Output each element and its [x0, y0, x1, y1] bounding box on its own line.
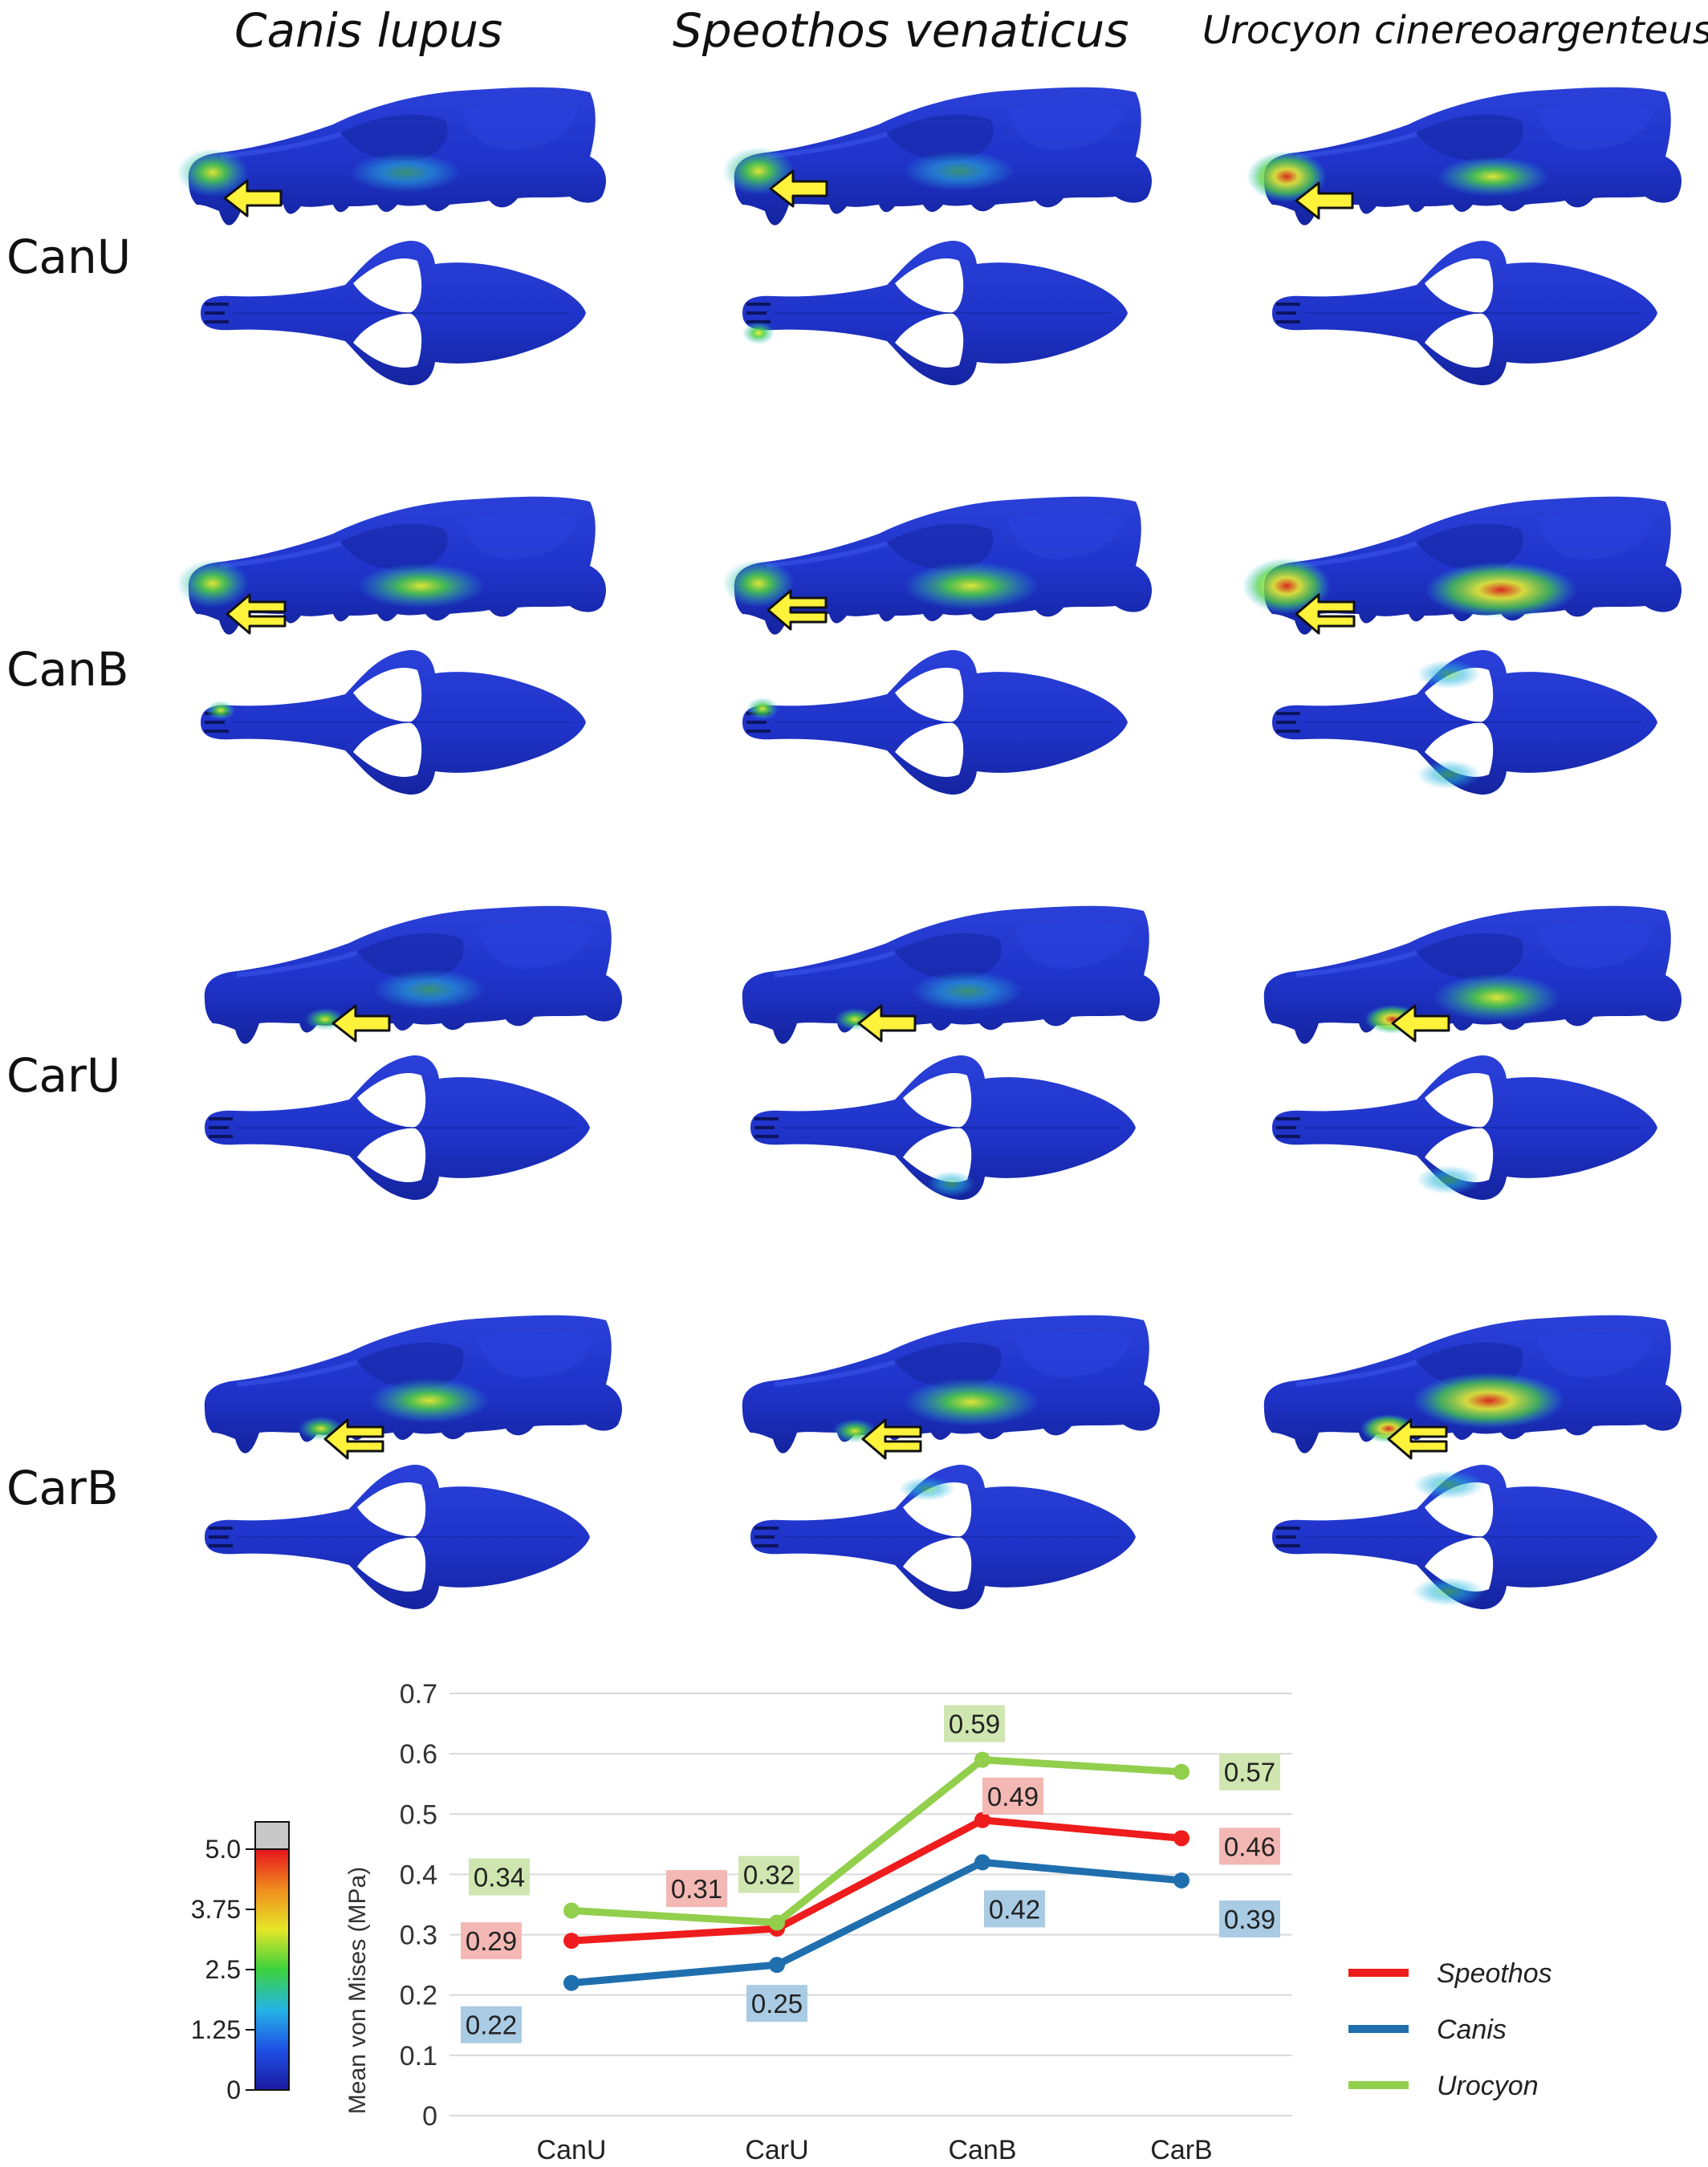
data-label-urocyon: 0.32 [743, 1860, 795, 1890]
data-label-bg [1219, 1900, 1280, 1937]
data-point-urocyon [563, 1902, 580, 1919]
data-label-bg [982, 1777, 1043, 1815]
data-point-urocyon [974, 1751, 990, 1768]
mean-von-mises-chart: 00.10.20.30.40.50.60.7 CanU CarU CanB CarB … [344, 1679, 1552, 2165]
row-label-canb: CanB [6, 642, 129, 697]
data-label-urocyon: 0.34 [474, 1863, 525, 1893]
data-label-bg [738, 1856, 799, 1893]
panel-caru-canis-dorsal [203, 1053, 592, 1202]
series-line-urocyon [571, 1756, 1182, 1927]
data-point-canis [1173, 1872, 1190, 1889]
colorbar-tick-label: 5.0 [205, 1835, 241, 1864]
data-label-bg [1219, 1828, 1280, 1865]
data-label-canis: 0.25 [751, 1989, 803, 2019]
panel-canu-canis-lateral [177, 87, 606, 226]
legend-label-urocyon: Urocyon [1437, 2071, 1539, 2101]
colorbar-overflow-cap [254, 1821, 290, 1850]
species-title-speothos: Speothos venaticus [673, 3, 1129, 58]
data-label-canis: 0.22 [466, 2010, 517, 2040]
row-label-canu: CanU [6, 230, 132, 284]
data-label-bg [944, 1705, 1005, 1742]
data-point-urocyon [769, 1914, 785, 1931]
panel-caru-urocyon-lateral [1264, 906, 1682, 1044]
data-label-bg [461, 2006, 522, 2043]
data-point-speothos [563, 1933, 580, 1949]
legend-label-speothos: Speothos [1437, 1958, 1552, 1989]
x-tick-label: CanB [948, 2135, 1016, 2165]
data-label-bg [746, 1985, 807, 2023]
y-tick-label: 0.2 [400, 1981, 437, 2011]
colorbar-tick-label: 1.25 [191, 2015, 241, 2044]
data-label-bg [666, 1870, 727, 1908]
colorbar-tick-label: 3.75 [191, 1895, 241, 1924]
panel-carb-canis-dorsal [203, 1462, 592, 1612]
panel-caru-canis-lateral [205, 906, 622, 1044]
panel-canb-urocyon-dorsal [1271, 648, 1659, 797]
panel-carb-speothos-lateral [742, 1315, 1160, 1460]
data-label-bg [1219, 1753, 1280, 1791]
data-label-canis: 0.42 [989, 1894, 1040, 1924]
panel-canb-urocyon-lateral [1242, 497, 1682, 635]
panel-canb-speothos-lateral [722, 497, 1152, 635]
row-label-caru: CarU [6, 1048, 121, 1103]
data-point-canis [563, 1974, 580, 1991]
y-tick-label: 0.5 [400, 1799, 437, 1830]
stress-colorbar: 5.0 3.75 2.5 1.25 0 [191, 1821, 290, 2103]
data-label-bg [984, 1890, 1045, 1928]
data-point-canis [974, 1854, 990, 1871]
panel-canu-canis-dorsal [199, 238, 588, 388]
data-label-canis: 0.39 [1224, 1905, 1275, 1934]
species-title-canis: Canis lupus [234, 3, 503, 58]
data-label-bg [461, 1922, 522, 1960]
panel-carb-urocyon-lateral [1264, 1315, 1682, 1460]
skull-panels [177, 0, 1708, 1612]
panel-canu-speothos-lateral [722, 87, 1152, 226]
panel-carb-urocyon-dorsal [1271, 1462, 1659, 1612]
panel-canb-canis-dorsal [199, 648, 588, 797]
species-title-urocyon: Urocyon cinereoargenteus [1202, 8, 1708, 53]
y-tick-label: 0.7 [400, 1679, 437, 1710]
data-point-urocyon [1173, 1763, 1190, 1780]
panel-caru-speothos-dorsal [749, 1053, 1137, 1202]
y-tick-label: 0.4 [400, 1860, 437, 1890]
colorbar-tick-label: 0 [226, 2076, 241, 2103]
series-line-speothos [571, 1816, 1182, 1945]
x-tick-label: CarU [745, 2135, 808, 2165]
panel-carb-canis-lateral [205, 1315, 622, 1460]
x-tick-label: CarB [1150, 2135, 1212, 2165]
data-label-bg [469, 1858, 530, 1896]
colorbar-tick-label: 2.5 [205, 1955, 241, 1984]
y-axis-label: Mean von Mises (MPa) [344, 1867, 371, 2114]
panel-caru-speothos-lateral [742, 906, 1160, 1044]
panel-canu-urocyon-lateral [1246, 87, 1682, 226]
data-label-speothos: 0.31 [671, 1874, 722, 1904]
x-tick-label: CanU [537, 2135, 607, 2165]
y-tick-label: 0.1 [400, 2041, 437, 2071]
row-label-carb: CarB [6, 1461, 119, 1515]
y-tick-label: 0 [422, 2101, 437, 2132]
panel-carb-speothos-dorsal [749, 1462, 1137, 1612]
panel-canu-speothos-dorsal [741, 238, 1129, 388]
data-label-speothos: 0.46 [1224, 1832, 1275, 1861]
data-label-speothos: 0.29 [466, 1926, 517, 1956]
data-label-urocyon: 0.57 [1224, 1758, 1275, 1787]
panel-caru-urocyon-dorsal [1271, 1053, 1659, 1202]
series-line-canis [571, 1858, 1182, 1987]
panel-canb-speothos-dorsal [741, 648, 1129, 797]
data-label-urocyon: 0.59 [949, 1710, 1000, 1739]
data-point-canis [769, 1957, 785, 1974]
panel-canb-canis-lateral [177, 497, 606, 635]
panel-canu-urocyon-dorsal [1271, 238, 1659, 388]
data-point-speothos [1173, 1830, 1190, 1847]
y-tick-label: 0.6 [400, 1739, 437, 1770]
legend-label-canis: Canis [1437, 2015, 1507, 2045]
data-point-speothos [974, 1811, 990, 1828]
y-tick-label: 0.3 [400, 1921, 437, 1951]
data-label-speothos: 0.49 [987, 1782, 1039, 1811]
